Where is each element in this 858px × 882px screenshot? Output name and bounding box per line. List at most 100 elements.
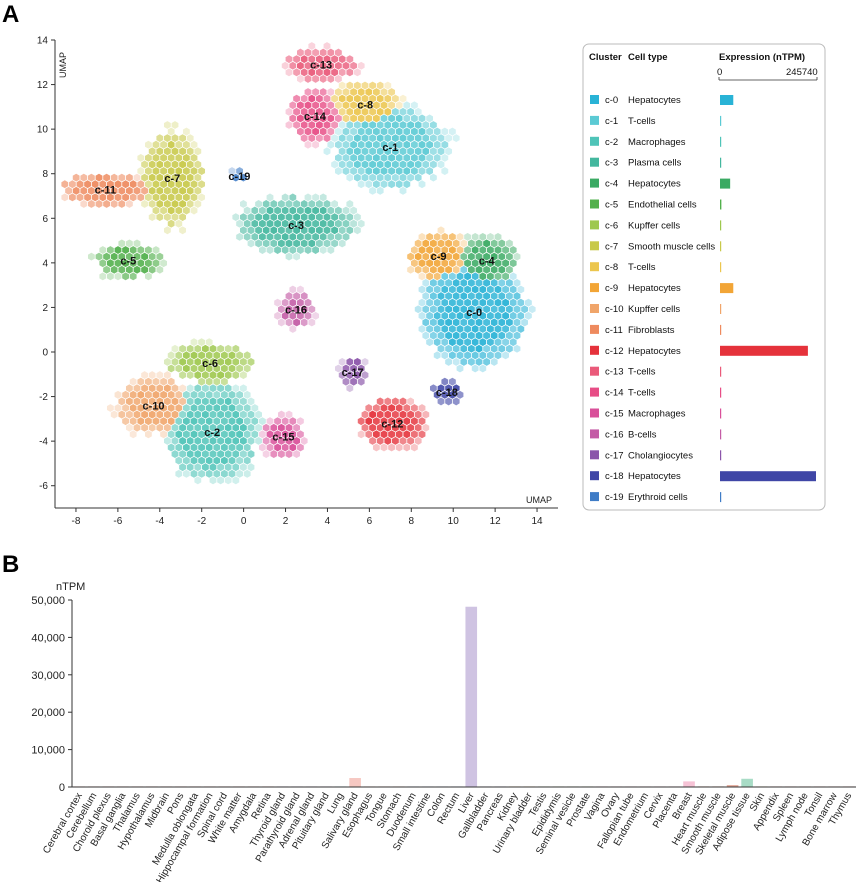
legend-header-celltype: Cell type: [628, 52, 668, 63]
legend-swatch-c-3: [590, 157, 599, 167]
legend-celltype-c-6: Kupffer cells: [628, 220, 680, 231]
umap-label-c-7: c-7: [164, 173, 180, 185]
umap-cell-c-5: [98, 271, 107, 282]
legend-scale-max: 245740: [786, 67, 818, 78]
umap-cell-c-1: [440, 166, 449, 176]
umap-cell-c-5: [129, 271, 138, 282]
legend-swatch-c-1: [590, 115, 599, 125]
umap-cell-c-0: [512, 344, 522, 354]
legend-celltype-c-11: Fibroblasts: [628, 325, 675, 336]
legend-swatch-c-2: [590, 136, 599, 146]
legend-swatch-c-19: [590, 492, 599, 502]
umap-cell-c-13: [311, 74, 320, 84]
umap-cell-c-11: [117, 199, 126, 209]
umap-x-tick-label: 14: [531, 516, 543, 527]
legend-cluster-c-13: c-13: [605, 367, 623, 378]
umap-y-tick-label: 6: [42, 214, 48, 225]
umap-cell-c-2: [208, 475, 218, 486]
legend-expression-bar-c-15: [720, 408, 722, 419]
umap-label-c-3: c-3: [288, 220, 304, 232]
umap-x-tick-label: -6: [113, 516, 122, 527]
umap-cell-c-15: [292, 449, 301, 459]
umap-cell-c-3: [292, 251, 301, 262]
legend-celltype-c-3: Plasma cells: [628, 158, 682, 169]
legend-swatch-c-18: [590, 471, 599, 481]
legend-cluster-c-5: c-5: [605, 200, 618, 211]
umap-y-tick-label: 14: [37, 36, 49, 47]
bar-y-tick-label: 30,000: [31, 670, 65, 682]
umap-cell-c-14: [284, 120, 294, 130]
umap-cell-c-9: [406, 265, 415, 275]
umap-cell-c-0: [501, 350, 510, 360]
umap-cell-c-0: [490, 357, 499, 367]
umap-cell-c-15: [284, 449, 294, 459]
legend-swatch-c-6: [590, 220, 599, 230]
legend-expression-bar-c-4: [720, 178, 731, 189]
umap-cell-c-2: [224, 475, 233, 486]
legend-expression-bar-c-7: [720, 241, 722, 252]
legend-cluster-c-12: c-12: [605, 346, 623, 357]
umap-cell-c-7: [189, 205, 199, 216]
umap-x-ticks: -8 -6 -4 -2 0 2 4 6 8 10 12 14: [72, 508, 543, 527]
legend-cluster-c-11: c-11: [605, 325, 623, 336]
bar-breast: [683, 781, 695, 787]
umap-cell-c-16: [288, 324, 297, 334]
legend-cluster-c-3: c-3: [605, 158, 618, 169]
umap-cell-c-7: [155, 212, 164, 222]
umap-cell-c-13: [296, 74, 305, 84]
legend-expression-bar-c-9: [720, 283, 734, 294]
legend-celltype-c-5: Endothelial cells: [628, 200, 697, 211]
umap-label-c-12: c-12: [381, 418, 403, 430]
umap-y-tick-label: -2: [39, 392, 48, 403]
umap-cell-c-15: [269, 449, 278, 459]
legend-celltype-c-9: Hepatocytes: [628, 283, 681, 294]
umap-label-c-0: c-0: [466, 307, 482, 319]
umap-cell-c-11: [79, 199, 88, 209]
umap-label-c-13: c-13: [310, 60, 332, 72]
umap-cell-c-12: [357, 429, 366, 439]
legend-cluster-c-16: c-16: [605, 429, 623, 440]
umap-cell-c-3: [258, 245, 267, 255]
umap-cell-c-12: [379, 442, 389, 453]
umap-y-tick-label: 8: [42, 169, 48, 180]
umap-cell-c-1: [387, 179, 396, 189]
umap-cell-c-1: [376, 186, 385, 196]
umap-label-c-8: c-8: [357, 100, 373, 112]
bar-adipose-tissue: [741, 778, 753, 787]
panel-a-letter: A: [2, 1, 19, 28]
bar-y-label: nTPM: [56, 581, 85, 593]
umap-x-label: UMAP: [526, 495, 552, 505]
legend-expression-bar-c-12: [720, 345, 808, 356]
legend-expression-bar-c-2: [720, 136, 722, 147]
umap-cell-c-0: [444, 357, 453, 367]
legend-cluster-c-8: c-8: [605, 262, 618, 273]
umap-cell-c-2: [174, 469, 183, 479]
legend-cluster-c-17: c-17: [605, 450, 623, 461]
umap-label-c-1: c-1: [382, 142, 398, 154]
umap-cell-c-2: [216, 475, 225, 486]
legend-swatch-c-16: [590, 429, 599, 439]
umap-label-c-18: c-18: [436, 387, 458, 399]
legend-celltype-c-17: Cholangiocytes: [628, 450, 693, 461]
umap-cell-c-7: [178, 225, 187, 235]
umap-cell-c-1: [322, 146, 332, 156]
umap-cell-c-0: [425, 337, 434, 347]
umap-cell-c-0: [478, 363, 487, 374]
umap-cell-c-3: [235, 232, 244, 242]
umap-cell-c-1: [345, 172, 354, 183]
bar-marks: [73, 606, 855, 787]
legend-rows: c-0 Hepatocytes c-1 T-cells c-2 Macrophages c-…: [590, 95, 816, 503]
bar-y-tick-label: 20,000: [31, 707, 65, 719]
umap-label-c-15: c-15: [272, 432, 294, 444]
bar-liver: [465, 606, 478, 787]
umap-x-tick-label: 10: [448, 516, 460, 527]
umap-cell-c-3: [319, 245, 328, 255]
umap-cell-c-1: [417, 179, 427, 189]
umap-cell-c-12: [410, 442, 419, 453]
umap-cell-c-1: [398, 186, 408, 196]
umap-cell-c-13: [284, 67, 294, 77]
umap-cell-c-13: [319, 74, 328, 84]
legend-box: [582, 43, 826, 511]
umap-x-tick-label: -8: [72, 516, 81, 527]
